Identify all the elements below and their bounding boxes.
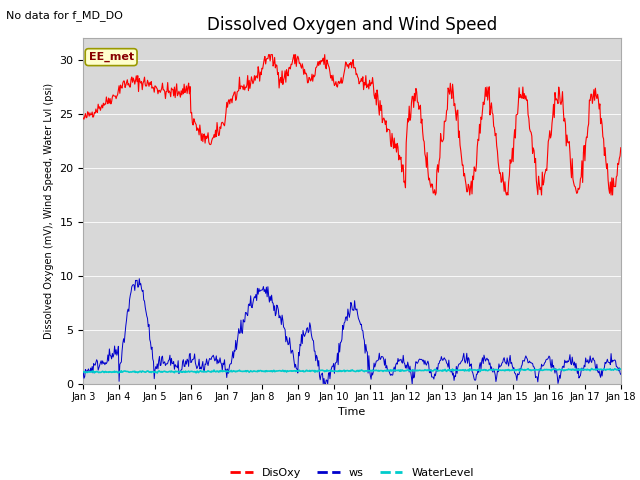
Y-axis label: Dissolved Oxygen (mV), Wind Speed, Water Lvl (psi): Dissolved Oxygen (mV), Wind Speed, Water… xyxy=(44,83,54,339)
Text: No data for f_MD_DO: No data for f_MD_DO xyxy=(6,10,124,21)
Text: EE_met: EE_met xyxy=(88,52,134,62)
X-axis label: Time: Time xyxy=(339,407,365,417)
Title: Dissolved Oxygen and Wind Speed: Dissolved Oxygen and Wind Speed xyxy=(207,16,497,34)
Legend: DisOxy, ws, WaterLevel: DisOxy, ws, WaterLevel xyxy=(226,463,478,480)
